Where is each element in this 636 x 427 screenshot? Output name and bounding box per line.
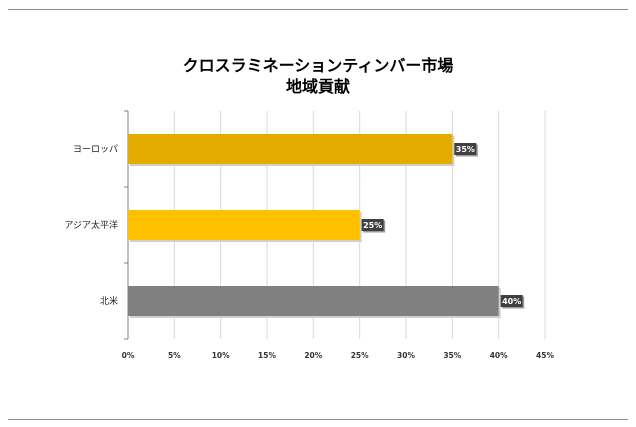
top-border-line [8,9,628,10]
x-tick-label: 5% [168,351,181,360]
x-tick-label: 25% [351,351,369,360]
x-tick-label: 35% [443,351,461,360]
data-label: 40% [502,297,521,306]
data-label: 25% [363,221,382,230]
chart-title: クロスラミネーションティンバー市場 [182,56,454,75]
category-label: ヨーロッパ [73,144,118,155]
x-tick-label: 30% [397,351,415,360]
data-label-box [361,219,384,231]
chart-subtitle: 地域貢献 [285,77,350,96]
bottom-border-line [8,419,628,420]
x-tick-label: 20% [304,351,322,360]
x-tick-label: 0% [122,351,135,360]
bar [128,286,499,316]
x-tick-label: 10% [212,351,230,360]
category-label: アジア太平洋 [64,219,118,231]
category-label: 北米 [100,295,118,307]
bar [128,210,360,240]
data-label: 35% [456,145,475,154]
x-tick-label: 45% [536,351,554,360]
x-tick-label: 40% [490,351,508,360]
data-label-box [500,295,523,307]
bar [128,134,453,164]
x-tick-label: 15% [258,351,276,360]
data-label-box [454,143,477,155]
